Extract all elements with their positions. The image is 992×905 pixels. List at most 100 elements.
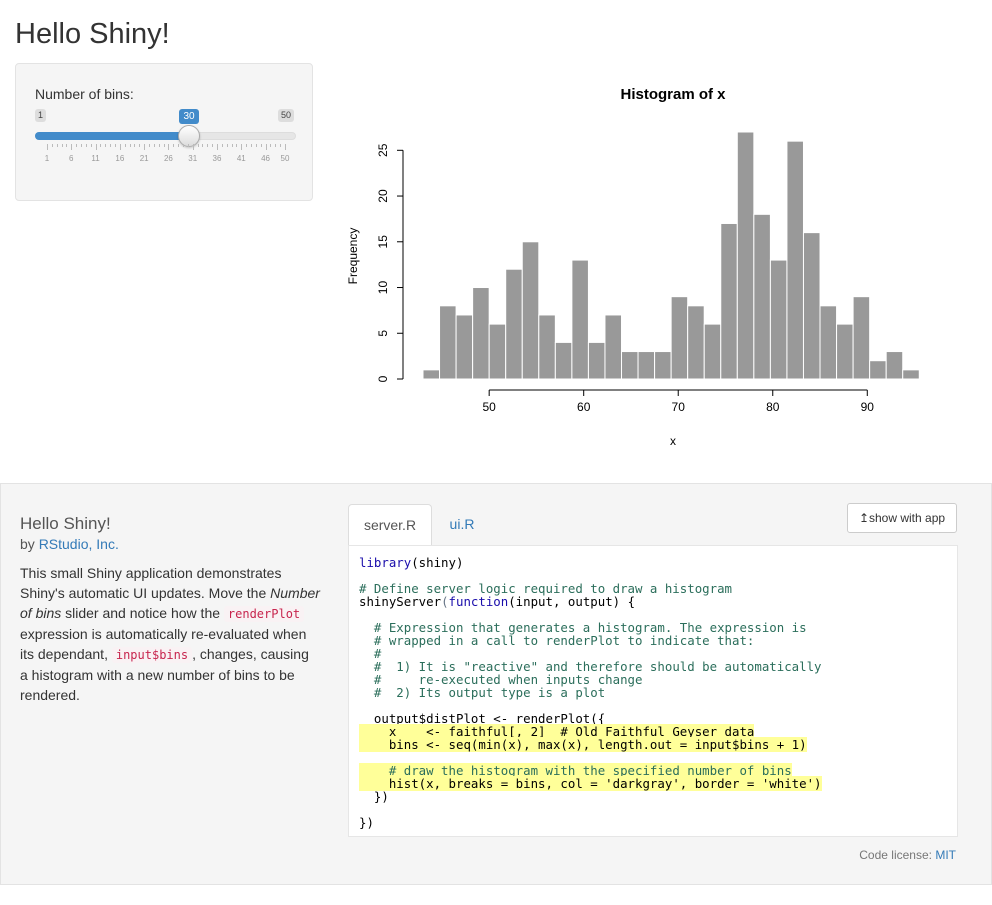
slider-tick — [124, 144, 126, 147]
code-comment: # Define server logic required to draw a… — [359, 581, 732, 596]
slider-tick — [56, 144, 58, 147]
code-token: library — [359, 555, 412, 570]
slider-tick-label: 11 — [91, 154, 100, 163]
slider-tick — [95, 144, 97, 150]
slider-tick — [61, 144, 63, 147]
code-line: hist(x, breaks = bins, col = 'darkgray',… — [388, 776, 822, 791]
code-comment: # Expression that generates a histogram.… — [373, 620, 807, 635]
desc-text-1: This small Shiny application demonstrate… — [20, 565, 282, 601]
slider-tick-label: 41 — [236, 154, 246, 163]
code-highlight: # draw the histogram with the specified … — [359, 763, 792, 778]
slider-tick — [139, 144, 141, 147]
slider-tick — [76, 144, 78, 147]
x-tick-label: 90 — [861, 400, 875, 414]
code-token: shinyServer — [359, 594, 442, 609]
slider-tick — [71, 144, 73, 150]
slider-tick — [100, 144, 102, 147]
desc-code-renderplot: renderPlot — [223, 606, 305, 622]
author-link[interactable]: RStudio, Inc. — [38, 536, 119, 552]
slider-tick — [212, 144, 214, 147]
x-tick-label: 50 — [482, 400, 496, 414]
license-label: Code license: — [859, 848, 932, 862]
slider-tick — [202, 144, 204, 147]
y-tick-label: 5 — [376, 330, 390, 337]
desc-text-4: , changes, causing a histogram with a ne… — [20, 646, 309, 703]
histogram-bar — [869, 360, 887, 380]
histogram-bar — [505, 268, 523, 380]
slider-tick — [115, 144, 116, 147]
histogram-bar — [819, 305, 838, 380]
slider-tick — [280, 144, 282, 147]
slider-tick-label: 26 — [163, 154, 173, 163]
histogram-bar — [587, 341, 606, 380]
histogram-bar — [521, 241, 540, 380]
slider-tick — [158, 144, 160, 147]
histogram-bar — [571, 259, 589, 380]
tab-ui-r[interactable]: ui.R — [449, 516, 475, 532]
slider-tick — [183, 144, 184, 147]
code-highlight: x <- faithful[, 2] # Old Faithful Geyser… — [359, 724, 755, 739]
code-line: }) — [359, 815, 374, 830]
code-viewer: library(shiny) # Define server logic req… — [348, 545, 958, 837]
app-description: This small Shiny application demonstrate… — [20, 563, 320, 705]
slider-tick — [149, 144, 150, 147]
page-title: Hello Shiny! — [15, 18, 170, 50]
code-token: (shiny) — [411, 555, 464, 570]
show-with-app-button[interactable]: ↥show with app — [847, 503, 957, 533]
histogram-bar — [753, 213, 771, 380]
histogram-bar — [885, 351, 904, 380]
code-token: ( — [441, 594, 449, 609]
show-with-app-label: show with app — [869, 511, 946, 525]
slider-tick — [207, 144, 209, 147]
show-icon: ↥ — [858, 511, 869, 525]
slider-tick — [246, 144, 248, 147]
y-tick-label: 15 — [376, 235, 390, 249]
y-axis-label: Frequency — [346, 228, 360, 285]
histogram-bar — [637, 351, 656, 380]
histogram-bar — [736, 131, 755, 380]
byline-prefix: by — [20, 536, 35, 552]
byline: by RStudio, Inc. — [20, 536, 119, 552]
slider-tick — [168, 144, 170, 150]
x-tick-label: 60 — [577, 400, 591, 414]
slider-tick-label: 50 — [280, 154, 290, 163]
y-tick-label: 20 — [376, 189, 390, 203]
slider-tick — [85, 144, 87, 147]
sidebar-panel: Number of bins: 1 30 50 1 6 11 16 21 26 31 36 41… — [15, 63, 313, 201]
histogram-bar — [654, 351, 672, 380]
slider-tick — [275, 144, 277, 147]
slider-tick-label: 31 — [188, 154, 198, 163]
slider-tick — [105, 144, 107, 147]
slider-tick — [236, 144, 238, 147]
code-line: bins <- seq(min(x), max(x), length.out =… — [388, 737, 807, 752]
slider-handle[interactable] — [178, 125, 201, 147]
histogram-bar — [604, 314, 623, 380]
histogram-bar — [488, 323, 507, 380]
slider-tick — [129, 144, 131, 147]
y-tick-label: 10 — [376, 281, 390, 295]
histogram-bar — [769, 259, 788, 380]
histogram-bar — [538, 314, 556, 380]
slider-tick — [163, 144, 165, 147]
slider-tick — [221, 144, 223, 147]
slider-tick-label: 36 — [212, 154, 222, 163]
tab-server-r[interactable]: server.R — [348, 504, 432, 546]
code-token: function — [448, 594, 509, 609]
slider-tick — [265, 144, 267, 150]
license-link[interactable]: MIT — [935, 848, 956, 862]
slider-tick — [260, 144, 262, 147]
histogram-bar — [554, 341, 573, 380]
slider-max-label: 50 — [278, 109, 295, 122]
code-highlight: hist(x, breaks = bins, col = 'darkgray',… — [359, 776, 822, 791]
y-tick-label: 0 — [376, 375, 390, 382]
histogram-bar — [852, 296, 871, 380]
slider-tick — [255, 144, 257, 147]
slider-tick — [47, 144, 48, 150]
source-panel: Hello Shiny! by RStudio, Inc. This small… — [0, 483, 992, 885]
slider-tick-label: 46 — [261, 154, 271, 163]
histogram-bar — [472, 287, 490, 380]
bins-slider-label: Number of bins: — [35, 86, 134, 102]
code-comment: # draw the histogram with the specified … — [388, 763, 792, 778]
x-tick-label: 70 — [672, 400, 686, 414]
desc-text-3: expression is automatically re-evaluated… — [20, 626, 307, 662]
